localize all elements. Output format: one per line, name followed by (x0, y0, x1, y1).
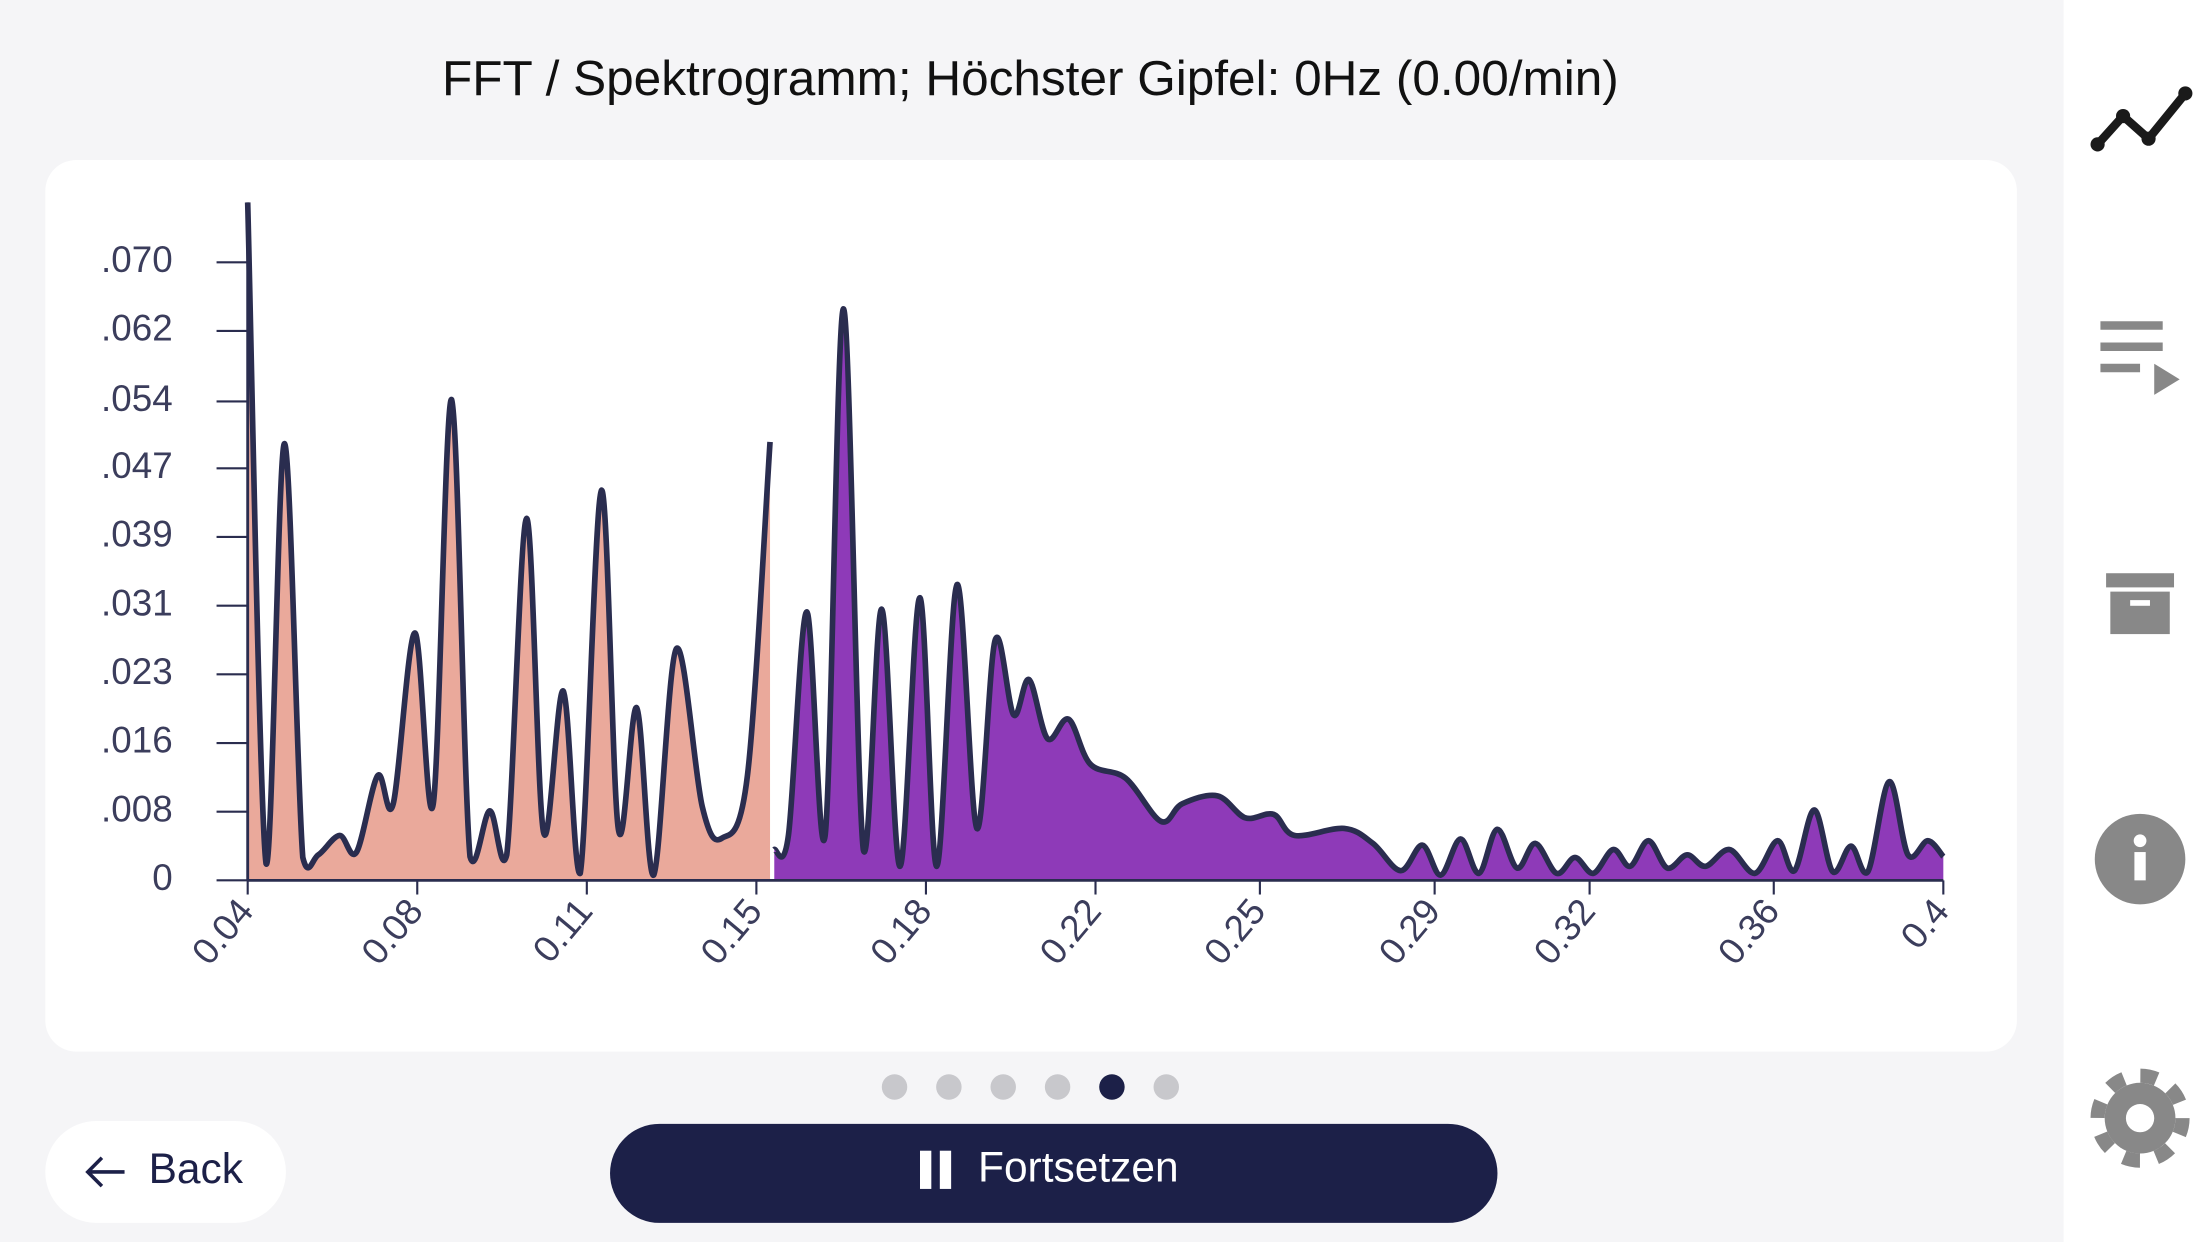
y-tick-label: .062 (101, 308, 173, 349)
page-dot[interactable] (1153, 1074, 1180, 1100)
resume-button[interactable]: Fortsetzen (610, 1123, 1498, 1223)
back-button-bg[interactable] (45, 1120, 286, 1223)
pause-icon (920, 1150, 932, 1189)
y-tick-label: .054 (101, 378, 173, 419)
page-dot[interactable] (936, 1074, 962, 1100)
gear-hole (2125, 1104, 2155, 1133)
playlist-icon[interactable] (2100, 321, 2180, 395)
pause-icon (939, 1150, 952, 1189)
playlist-icon-play[interactable] (2154, 363, 2180, 395)
resume-button-bg[interactable] (610, 1123, 1498, 1223)
y-tick-label: .008 (101, 788, 173, 829)
y-tick-label: .031 (101, 582, 173, 623)
archive-icon-lid[interactable] (2106, 573, 2175, 588)
y-tick-label: .039 (101, 514, 173, 555)
info-icon-stem (2134, 852, 2146, 881)
chart-icon-line[interactable] (2094, 90, 2189, 148)
y-tick-label: .047 (101, 445, 173, 486)
info-icon-dot (2133, 834, 2147, 848)
chart-icon-dot[interactable] (2116, 108, 2131, 124)
back-arrow (85, 1156, 125, 1188)
resume-label[interactable]: Fortsetzen (978, 1144, 1179, 1191)
back-label[interactable]: Back (149, 1145, 244, 1192)
chart-card (45, 159, 2017, 1052)
chart-icon-dot[interactable] (2090, 137, 2105, 152)
back-button[interactable]: Back (45, 1120, 286, 1223)
archive-icon-box[interactable] (2110, 591, 2170, 635)
pagination (881, 1074, 1180, 1100)
page-dot[interactable] (1044, 1074, 1071, 1100)
playlist-icon-lines[interactable] (2100, 321, 2163, 373)
page-dot[interactable] (1099, 1074, 1125, 1100)
page-dot[interactable] (990, 1074, 1016, 1100)
page-dot[interactable] (881, 1074, 908, 1100)
archive-icon[interactable] (2106, 573, 2175, 635)
line (771, 306, 1946, 878)
y-tick-label: .070 (101, 239, 173, 280)
y-tick-label: 0 (152, 857, 172, 898)
chart-icon[interactable] (2090, 86, 2193, 152)
line (244, 202, 773, 878)
chart-icon-dot[interactable] (2141, 131, 2156, 146)
screen-title: FFT / Spektrogramm; Höchster Gipfel: 0Hz… (442, 51, 1619, 106)
archive-icon-slot (2130, 600, 2150, 606)
y-tick-label: .023 (101, 651, 173, 692)
chart-icon-dot[interactable] (2178, 86, 2193, 101)
y-tick-label: .016 (101, 720, 173, 761)
area (774, 308, 1944, 881)
info-icon[interactable] (2094, 813, 2186, 905)
